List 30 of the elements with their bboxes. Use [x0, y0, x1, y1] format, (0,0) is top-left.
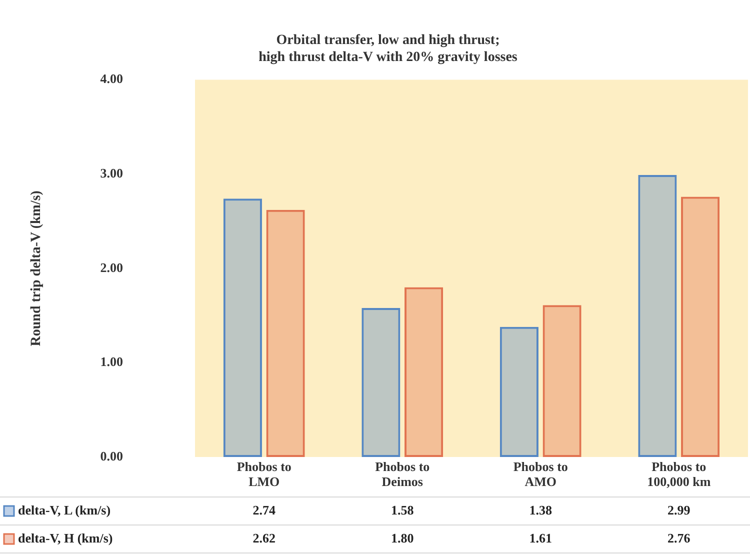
x-tick-label: Phobos to Deimos	[375, 458, 430, 489]
x-tick-label: Phobos to AMO	[513, 458, 568, 489]
y-tick-label: 3.00	[100, 165, 123, 180]
legend-label: delta-V, L (km/s)	[18, 502, 111, 518]
data-label: 2.99	[668, 502, 691, 518]
y-tick-label: 2.00	[100, 260, 123, 275]
bar	[681, 196, 720, 457]
bar	[404, 287, 444, 457]
y-tick-label: 4.00	[100, 71, 123, 86]
y-axis-title: Round trip delta-V (km/s)	[29, 190, 44, 346]
legend-label: delta-V, H (km/s)	[18, 530, 113, 546]
y-tick-label: 1.00	[100, 354, 123, 370]
text: Orbital transfer, low and high thrust;	[276, 33, 500, 48]
bar	[500, 326, 538, 457]
bar	[223, 198, 262, 457]
bar	[362, 308, 400, 457]
data-label: 1.58	[391, 502, 414, 518]
data-label: 2.76	[668, 530, 691, 546]
data-label: 2.74	[252, 502, 276, 518]
y-tick-label: 0.00	[100, 448, 123, 464]
x-tick-label: Phobos to 100,000 km	[647, 458, 711, 489]
data-label: 2.62	[252, 530, 276, 546]
data-label: 1.80	[391, 530, 414, 546]
bar	[638, 175, 677, 457]
bar	[266, 210, 305, 457]
text: high thrust delta-V with 20% gravity losses	[258, 50, 518, 66]
bar	[542, 305, 582, 457]
data-label: 1.61	[529, 530, 552, 546]
x-tick-label: Phobos to LMO	[236, 458, 292, 489]
data-label: 1.38	[529, 502, 552, 518]
